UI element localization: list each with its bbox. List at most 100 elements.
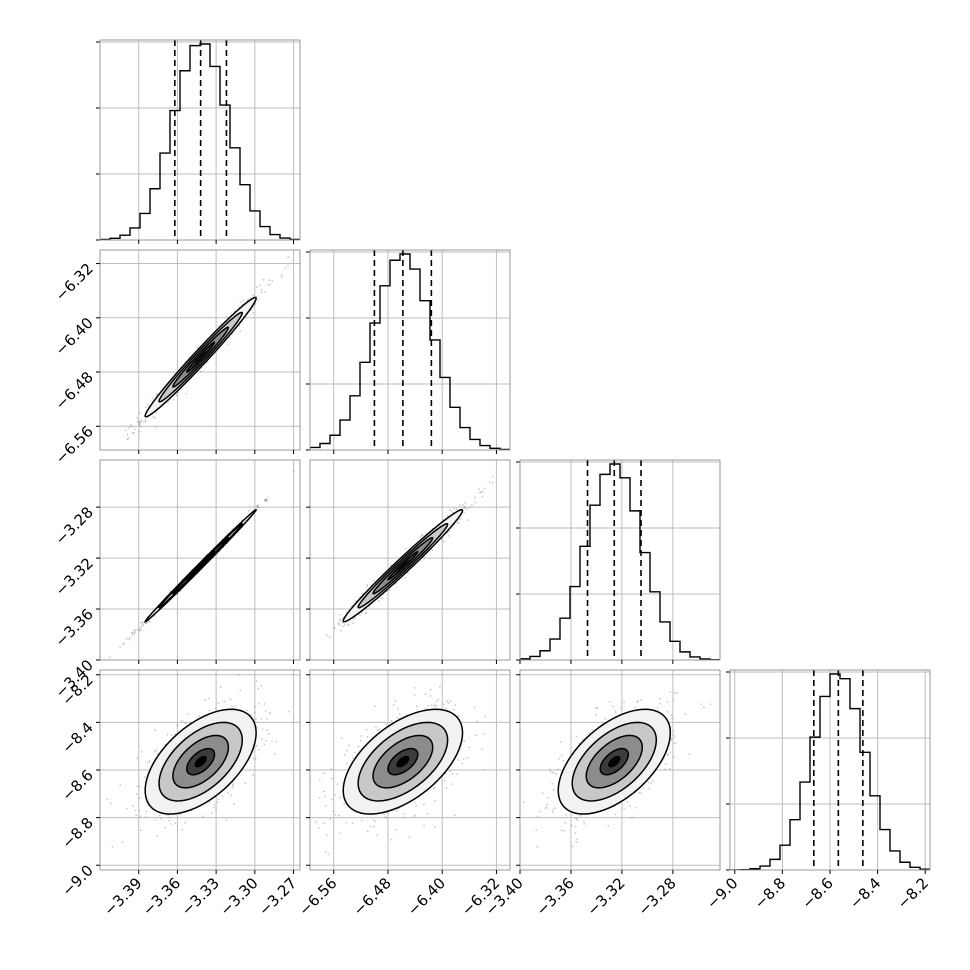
scatter-point <box>231 784 234 787</box>
scatter-point <box>471 504 473 506</box>
scatter-point <box>255 718 257 720</box>
x-tick-label-3-1: −8.8 <box>751 874 789 912</box>
scatter-point <box>158 814 161 817</box>
scatter-point <box>360 819 363 822</box>
scatter-point <box>257 506 260 509</box>
contour-level-0 <box>185 341 216 373</box>
contour-level-2 <box>571 721 658 802</box>
scatter-point <box>673 756 676 758</box>
scatter-point <box>672 734 675 736</box>
scatter-point <box>148 620 151 623</box>
scatter-point <box>659 702 662 705</box>
y-tick-label-1-1: −6.48 <box>52 368 97 413</box>
scatter-point <box>634 806 637 809</box>
scatter-point <box>225 315 228 318</box>
scatter-point <box>119 784 122 787</box>
scatter-point <box>353 751 356 754</box>
scatter-point <box>143 776 146 779</box>
scatter-point <box>337 621 340 624</box>
scatter-point <box>230 705 233 707</box>
scatter-point <box>297 833 299 835</box>
scatter-point <box>424 707 427 710</box>
scatter-point <box>137 419 140 422</box>
scatter-point <box>459 517 462 520</box>
scatter-point <box>262 278 265 281</box>
scatter-point <box>413 801 416 804</box>
scatter-point <box>121 643 124 646</box>
scatter-point <box>293 469 295 472</box>
scatter-point <box>384 723 387 725</box>
scatter-point <box>620 707 623 710</box>
scatter-point <box>351 822 354 825</box>
histogram-panel-1 <box>306 249 511 454</box>
scatter-point <box>541 792 544 794</box>
y-tick-label-3-0: −9.0 <box>58 861 96 899</box>
scatter-point <box>139 421 141 424</box>
scatter-point <box>354 616 357 619</box>
scatter-point <box>398 713 401 716</box>
scatter-point <box>479 491 481 494</box>
scatter-point <box>247 509 250 512</box>
x-tick-label-0-4: −3.27 <box>255 874 300 919</box>
x-tick-label-2-1: −3.36 <box>533 874 578 919</box>
scatter-point <box>634 706 636 709</box>
scatter-point <box>265 498 268 501</box>
scatter-point <box>647 787 650 790</box>
x-tick-label-1-0: −6.56 <box>295 874 340 919</box>
scatter-point <box>138 785 141 788</box>
scatter-point <box>133 431 136 434</box>
y-tick-label-3-3: −8.4 <box>58 718 96 756</box>
scatter-point <box>614 813 617 816</box>
scatter-point <box>656 707 659 709</box>
scatter-point <box>435 700 438 703</box>
scatter-point <box>596 707 599 709</box>
scatter-point <box>626 800 629 803</box>
scatter-point <box>137 421 139 423</box>
contour-level-1 <box>172 734 230 789</box>
scatter-point <box>326 634 328 637</box>
scatter-point <box>383 813 386 816</box>
scatter-point <box>394 828 397 831</box>
scatter-point <box>709 703 712 706</box>
scatter-point <box>358 613 361 616</box>
scatter-point <box>145 622 147 625</box>
scatter-point <box>366 583 369 586</box>
scatter-point <box>444 707 447 710</box>
scatter-point <box>565 813 568 816</box>
scatter-point <box>106 663 108 665</box>
scatter-point <box>671 716 673 719</box>
scatter-point <box>167 401 170 403</box>
scatter-point <box>642 787 645 789</box>
scatter-point <box>254 711 256 714</box>
scatter-point <box>546 803 548 806</box>
scatter-point <box>447 702 450 705</box>
scatter-point <box>252 757 255 760</box>
scatter-point <box>214 707 217 710</box>
scatter-point <box>144 406 147 408</box>
scatter-point <box>562 759 565 762</box>
scatter-point <box>390 719 393 722</box>
scatter-point <box>415 804 418 807</box>
scatter-point <box>261 728 264 731</box>
scatter-point <box>575 841 578 844</box>
scatter-point <box>111 845 114 848</box>
scatter-point <box>155 393 158 396</box>
x-tick-label-3-2: −8.6 <box>798 874 836 912</box>
scatter-point <box>305 656 307 658</box>
y-tick-label-1-2: −6.40 <box>52 314 97 359</box>
scatter-point <box>168 816 171 819</box>
scatter-point <box>435 704 438 707</box>
scatter-point <box>131 634 134 636</box>
scatter-point <box>213 803 215 806</box>
scatter-point <box>252 774 254 776</box>
scatter-point <box>432 704 435 707</box>
scatter-point <box>453 508 456 510</box>
x-tick-label-2-2: −3.32 <box>584 874 629 919</box>
scatter-point <box>146 761 149 764</box>
scatter-point <box>446 700 449 703</box>
scatter-point <box>128 638 131 641</box>
scatter-point <box>441 537 444 540</box>
scatter-point <box>614 709 617 712</box>
contour-level-0 <box>387 550 419 581</box>
y-tick-label-2-2: −3.32 <box>52 554 97 599</box>
